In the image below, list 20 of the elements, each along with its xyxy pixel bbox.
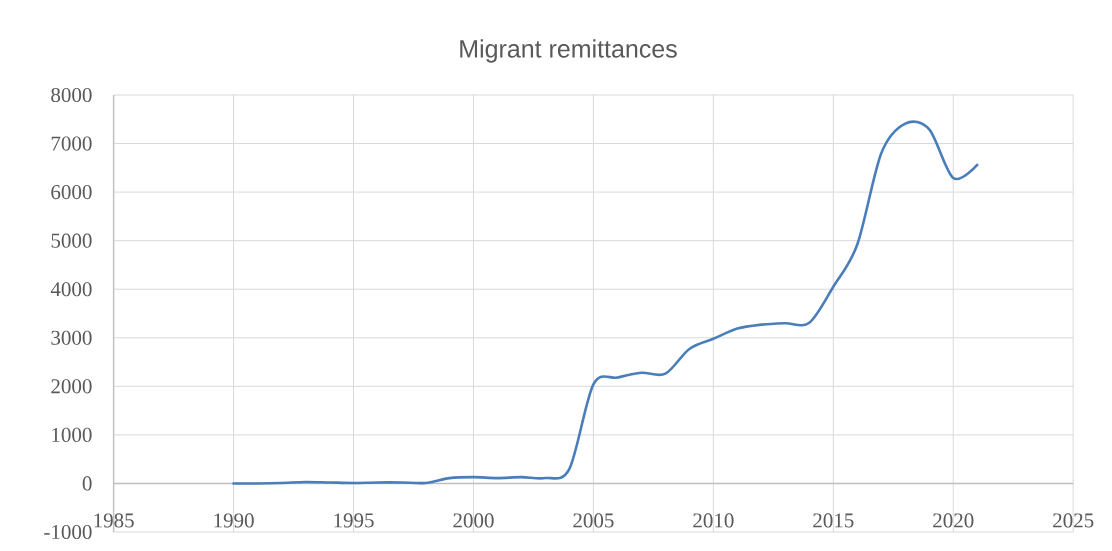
y-tick-label: -1000: [44, 524, 92, 540]
x-tick-label: 2015: [813, 513, 854, 528]
x-tick-label: 2000: [453, 513, 494, 528]
x-tick-label: 1990: [214, 513, 254, 528]
y-tick-label: 1000: [52, 427, 92, 442]
y-tick-label: 3000: [51, 330, 92, 345]
x-tick-label: 2005: [573, 513, 614, 528]
y-tick-label: 0: [82, 476, 92, 491]
y-tick-label: 7000: [51, 136, 92, 151]
y-tick-label: 5000: [51, 233, 92, 248]
x-tick-label: 2020: [933, 513, 974, 528]
y-tick-label: 8000: [51, 87, 92, 103]
y-tick-label: 2000: [51, 379, 92, 394]
x-tick-label: 2010: [693, 513, 734, 528]
x-tick-label: 1985: [94, 513, 134, 528]
y-tick-label: 6000: [51, 185, 92, 200]
chart-title: Migrant remittances: [460, 39, 677, 63]
x-tick-label: 1995: [334, 513, 374, 528]
y-tick-label: 4000: [50, 282, 92, 297]
x-tick-label: 2025: [1053, 513, 1094, 528]
